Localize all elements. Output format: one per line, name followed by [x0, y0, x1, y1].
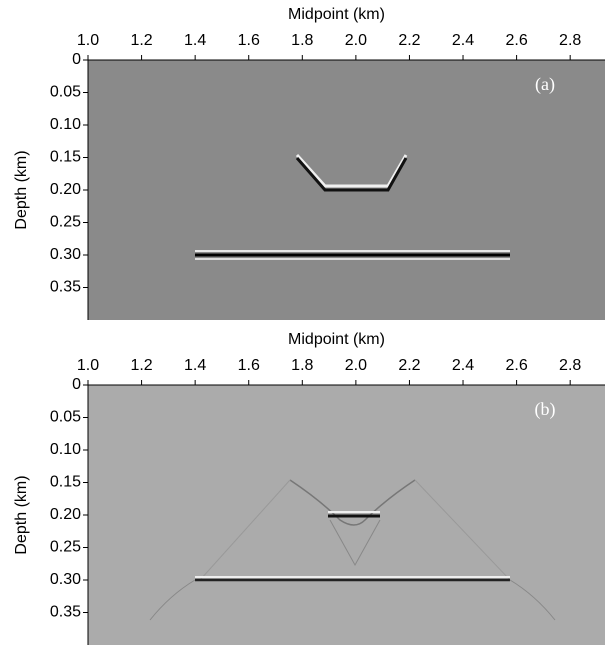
figure: 1.0 1.2 1.4 1.6 1.8 2.0 2.2 2.4 2.6 2.8 0 0.05 0.10 0…	[0, 0, 605, 645]
y-axis-label: Depth (km)	[13, 150, 30, 229]
y-tick-label: 0.15	[50, 474, 81, 491]
x-tick-label: 1.4	[184, 32, 206, 49]
x-axis-label: Midpoint (km)	[288, 331, 385, 348]
x-tick-label: 2.4	[452, 357, 474, 374]
y-tick-label: 0.25	[50, 539, 81, 556]
x-tick-label: 1.8	[291, 357, 313, 374]
x-tick-label: 1.2	[130, 32, 152, 49]
x-tick-label: 2.0	[345, 357, 367, 374]
y-tick-label: 0.35	[50, 604, 81, 621]
x-tick-label: 2.8	[559, 357, 581, 374]
x-tick-label: 2.2	[398, 357, 420, 374]
y-tick-label: 0.30	[50, 571, 81, 588]
y-tick-label: 0	[72, 376, 81, 393]
y-axis-label: Depth (km)	[13, 475, 30, 554]
x-tick-label: 1.0	[77, 32, 99, 49]
x-tick-label: 2.6	[505, 357, 527, 374]
y-tick-label: 0.10	[50, 116, 81, 133]
y-tick-label: 0.20	[50, 181, 81, 198]
y-tick-label: 0	[72, 51, 81, 68]
x-tick-label: 2.2	[398, 32, 420, 49]
x-tick-label: 1.8	[291, 32, 313, 49]
y-tick-label: 0.05	[50, 409, 81, 426]
x-tick-label: 2.4	[452, 32, 474, 49]
y-tick-label: 0.20	[50, 506, 81, 523]
x-tick-label: 2.0	[345, 32, 367, 49]
y-tick-label: 0.35	[50, 279, 81, 296]
y-tick-label: 0.25	[50, 214, 81, 231]
y-tick-label: 0.30	[50, 246, 81, 263]
x-tick-label: 1.2	[130, 357, 152, 374]
x-axis-label: Midpoint (km)	[288, 6, 385, 23]
y-tick-label: 0.10	[50, 441, 81, 458]
x-tick-label: 2.8	[559, 32, 581, 49]
x-tick-label: 1.4	[184, 357, 206, 374]
x-tick-label: 1.6	[238, 357, 260, 374]
y-tick-label: 0.15	[50, 149, 81, 166]
x-tick-label: 2.6	[505, 32, 527, 49]
x-tick-label: 1.0	[77, 357, 99, 374]
panel-annotation: (a)	[535, 74, 555, 95]
panel-annotation: (b)	[535, 399, 556, 420]
x-tick-label: 1.6	[238, 32, 260, 49]
y-tick-label: 0.05	[50, 84, 81, 101]
